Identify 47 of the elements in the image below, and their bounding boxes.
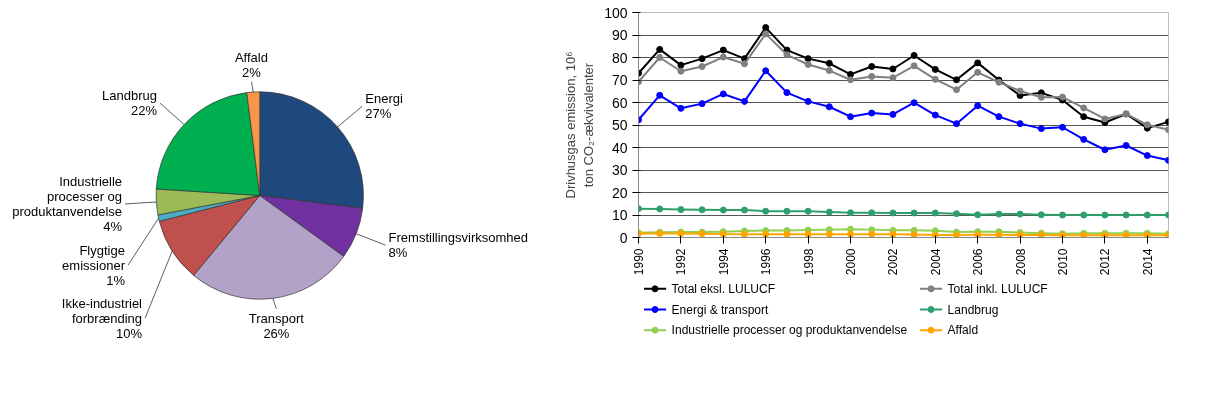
x-tick-label: 2000 — [844, 248, 858, 276]
legend-label: Affald — [947, 323, 979, 338]
slice-label: Industrielle processer og produktanvendelse — [12, 173, 123, 219]
x-tick-label: 2006 — [971, 248, 986, 276]
x-tick-label: 2002 — [886, 248, 901, 276]
data-label: 22% — [130, 103, 158, 119]
slice-label: Fremstillingsvirksomhed — [388, 230, 528, 246]
y-tick-label: 50 — [611, 117, 628, 133]
y-tick-label: 20 — [611, 184, 628, 201]
x-tick-label: 1992 — [674, 248, 689, 276]
y-tick-label: 10 — [611, 207, 628, 223]
y-tick-label: 70 — [611, 72, 628, 88]
x-tick-label: 2010 — [1056, 248, 1070, 276]
y-tick-label: 90 — [611, 27, 628, 43]
y-tick-label: 80 — [611, 49, 628, 66]
y-tick-label: 40 — [611, 139, 628, 156]
data-label: 4% — [103, 218, 123, 234]
slice-label: Flygtige emissioner — [62, 242, 126, 273]
data-label: 10% — [115, 325, 143, 341]
y-tick-label: 60 — [611, 94, 628, 111]
slice-label: Affald — [234, 49, 268, 65]
y-axis-title: Drivhusgas emission, 10⁶ ton CO₂-ækvivalenter — [563, 51, 597, 199]
x-tick-label: 1990 — [632, 248, 646, 276]
legend-label: Total eksl. LULUCF — [671, 281, 775, 296]
slice-label: Energi — [365, 91, 403, 107]
y-tick-label: 30 — [611, 162, 628, 178]
data-label: 8% — [388, 245, 408, 261]
data-label: 26% — [263, 325, 290, 341]
legend-label: Landbrug — [947, 302, 999, 317]
x-tick-label: 2004 — [928, 248, 943, 276]
slice-label: Ikke-industriel forbrænding — [61, 295, 143, 326]
x-tick-label: 1996 — [759, 248, 774, 276]
slice-label: Landbrug — [102, 88, 157, 104]
x-tick-label: 1994 — [716, 248, 731, 276]
x-tick-label: 2008 — [1013, 248, 1028, 276]
legend-label: Industrielle processer og produktanvendelse — [671, 323, 908, 338]
slice-label: Transport — [248, 310, 305, 326]
data-label: 2% — [242, 64, 262, 80]
data-label: 1% — [106, 272, 126, 288]
legend-label: Energi & transport — [671, 302, 769, 317]
data-label: 27% — [365, 106, 392, 122]
legend-label: Total inkl. LULUCF — [947, 281, 1048, 296]
y-tick-label: 0 — [619, 229, 628, 246]
y-tick-label: 100 — [604, 4, 628, 21]
x-tick-label: 2014 — [1140, 248, 1155, 276]
x-tick-label: 2012 — [1098, 248, 1113, 276]
x-tick-label: 1998 — [801, 248, 816, 276]
